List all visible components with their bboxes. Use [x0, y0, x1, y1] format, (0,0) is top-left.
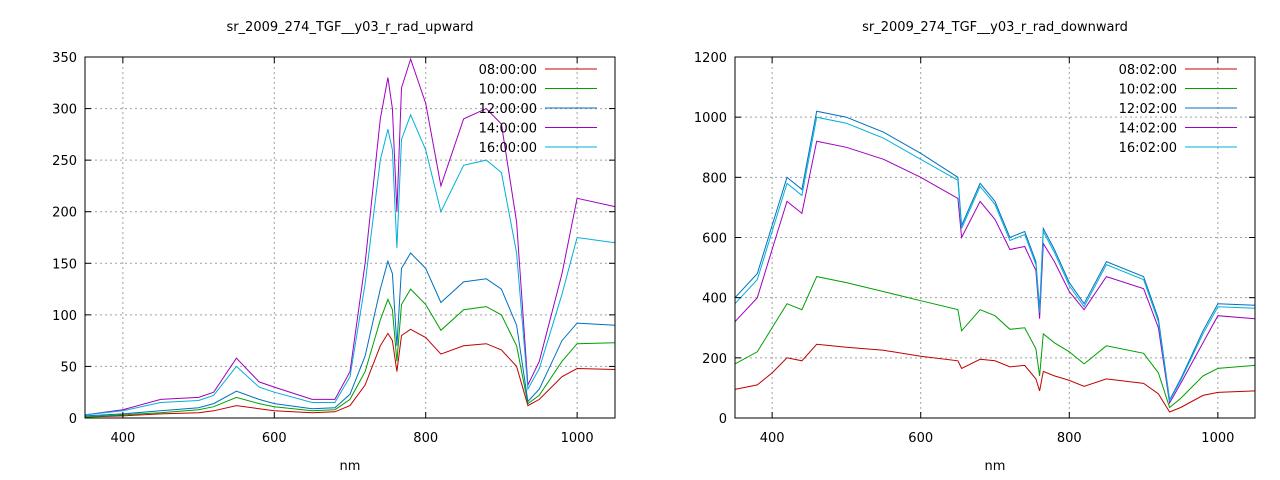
- y-tick-label: 1200: [694, 51, 727, 66]
- series-line-14:02:00: [734, 140, 1256, 405]
- plot-frame: [84, 56, 616, 419]
- y-tick-label: 800: [702, 171, 727, 186]
- legend-label: 08:02:00: [1119, 63, 1177, 78]
- x-tick-label: 800: [413, 431, 438, 446]
- legend-label: 16:02:00: [1119, 141, 1177, 156]
- y-tick-label: 350: [52, 51, 77, 66]
- legend-label: 10:00:00: [479, 83, 537, 98]
- legend-label: 12:00:00: [479, 102, 537, 117]
- chart-title: sr_2009_274_TGF__y03_r_rad_downward: [862, 20, 1128, 35]
- x-tick-label: 400: [760, 431, 785, 446]
- series-line-14:00:00: [84, 57, 616, 416]
- y-tick-label: 300: [52, 103, 77, 118]
- series-line-12:02:00: [734, 110, 1256, 402]
- series-line-12:00:00: [84, 252, 616, 417]
- legend-label: 10:02:00: [1119, 83, 1177, 98]
- y-tick-label: 1000: [694, 111, 727, 126]
- series-line-16:02:00: [734, 116, 1256, 403]
- x-tick-label: 600: [908, 431, 933, 446]
- y-tick-label: 200: [702, 352, 727, 367]
- x-tick-label: 400: [110, 431, 135, 446]
- series-line-08:02:00: [734, 343, 1256, 413]
- legend-label: 14:00:00: [479, 122, 537, 137]
- y-tick-label: 200: [52, 206, 77, 221]
- y-tick-label: 0: [719, 412, 727, 427]
- y-tick-label: 50: [60, 360, 77, 375]
- series-line-16:00:00: [84, 113, 616, 416]
- x-tick-label: 800: [1057, 431, 1082, 446]
- legend-label: 08:00:00: [479, 63, 537, 78]
- y-tick-label: 250: [52, 154, 77, 169]
- series-line-10:00:00: [84, 288, 616, 418]
- legend-label: 12:02:00: [1119, 102, 1177, 117]
- y-tick-label: 0: [69, 412, 77, 427]
- x-tick-label: 600: [262, 431, 287, 446]
- series-line-08:00:00: [84, 328, 616, 418]
- y-tick-label: 150: [52, 257, 77, 272]
- chart-1: sr_2009_274_TGF__y03_r_rad_upward 0 50 100 1…: [52, 20, 616, 474]
- chart-title: sr_2009_274_TGF__y03_r_rad_upward: [226, 20, 473, 35]
- chart-2: sr_2009_274_TGF__y03_r_rad_downward 0 200 4…: [694, 20, 1256, 474]
- y-tick-label: 100: [52, 309, 77, 324]
- legend-label: 14:02:00: [1119, 122, 1177, 137]
- x-tick-label: 1000: [561, 431, 594, 446]
- legend: 08:00:00 10:00:00 12:00:00 14:00:00 16:00:00: [479, 63, 597, 156]
- x-axis-label: nm: [985, 459, 1006, 474]
- x-axis-label: nm: [340, 459, 361, 474]
- legend: 08:02:00 10:02:00 12:02:00 14:02:00 16:02:00: [1119, 63, 1237, 156]
- series-line-10:02:00: [734, 276, 1256, 409]
- y-tick-label: 600: [702, 232, 727, 247]
- legend-label: 16:00:00: [479, 141, 537, 156]
- x-tick-label: 1000: [1201, 431, 1234, 446]
- y-tick-label: 400: [702, 292, 727, 307]
